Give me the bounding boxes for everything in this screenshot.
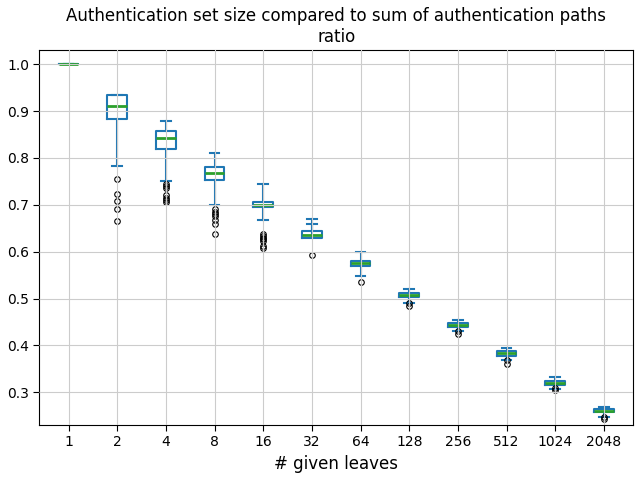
Title: Authentication set size compared to sum of authentication paths
ratio: Authentication set size compared to sum … [66, 7, 606, 46]
X-axis label: # given leaves: # given leaves [274, 455, 398, 473]
